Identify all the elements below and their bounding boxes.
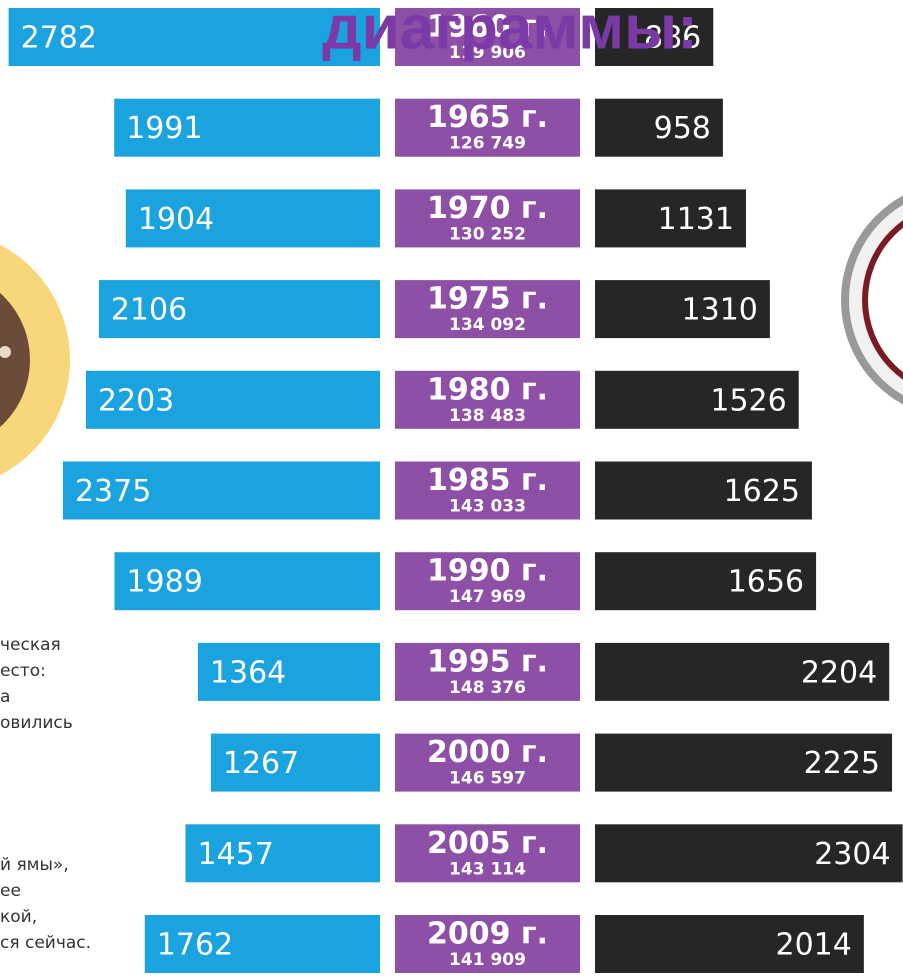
right-value: 2204 (801, 655, 877, 690)
right-value: 1131 (658, 202, 734, 237)
right-value: 1625 (724, 474, 800, 509)
decor-left (0, 230, 70, 490)
population-label: 146 597 (449, 769, 526, 789)
year-label: 1995 г. (427, 644, 548, 679)
right-value: 2304 (814, 837, 890, 872)
left-value: 2106 (111, 293, 187, 328)
side-text: есто: (0, 661, 46, 681)
year-label: 1985 г. (427, 463, 548, 498)
year-label: 1975 г. (427, 282, 548, 317)
right-value: 1310 (682, 293, 758, 328)
right-value: 2225 (804, 746, 880, 781)
left-value: 1457 (197, 837, 273, 872)
side-text: ее (0, 881, 21, 901)
left-value: 1267 (223, 746, 299, 781)
population-label: 141 909 (449, 950, 526, 970)
decor-right (845, 185, 903, 415)
year-label: 1970 г. (427, 191, 548, 226)
population-label: 138 483 (449, 406, 526, 426)
side-text: кой, (0, 907, 37, 927)
left-value: 1989 (126, 565, 202, 600)
left-value: 2782 (21, 21, 97, 56)
year-label: 1990 г. (427, 554, 548, 589)
side-text: ся сейчас. (0, 933, 91, 953)
side-text: ческая (0, 635, 61, 655)
chart: 27821960 г.119 90688619911965 г.126 7499… (0, 0, 903, 980)
year-label: 1980 г. (427, 372, 548, 407)
year-label: 2000 г. (427, 735, 548, 770)
side-text: а (0, 687, 10, 707)
left-value: 1904 (138, 202, 214, 237)
population-label: 126 749 (449, 134, 526, 154)
year-label: 1965 г. (427, 100, 548, 135)
left-value: 1991 (126, 111, 202, 146)
right-value: 1656 (728, 565, 804, 600)
side-text: й ямы», (0, 855, 69, 875)
right-value: 2014 (776, 928, 852, 963)
side-text: овились (0, 713, 73, 733)
right-value: 958 (654, 111, 711, 146)
left-value: 2203 (98, 383, 174, 418)
population-label: 143 033 (449, 497, 526, 517)
year-label: 2005 г. (427, 826, 548, 861)
population-label: 143 114 (449, 859, 526, 879)
chart-title: диаграммы: (322, 0, 697, 62)
year-label: 2009 г. (427, 917, 548, 952)
population-label: 147 969 (449, 587, 526, 607)
left-value: 1762 (157, 928, 233, 963)
population-label: 130 252 (449, 224, 526, 244)
right-value: 1526 (710, 383, 786, 418)
population-label: 148 376 (449, 678, 526, 698)
left-value: 2375 (75, 474, 151, 509)
left-value: 1364 (210, 655, 286, 690)
population-label: 134 092 (449, 315, 526, 335)
